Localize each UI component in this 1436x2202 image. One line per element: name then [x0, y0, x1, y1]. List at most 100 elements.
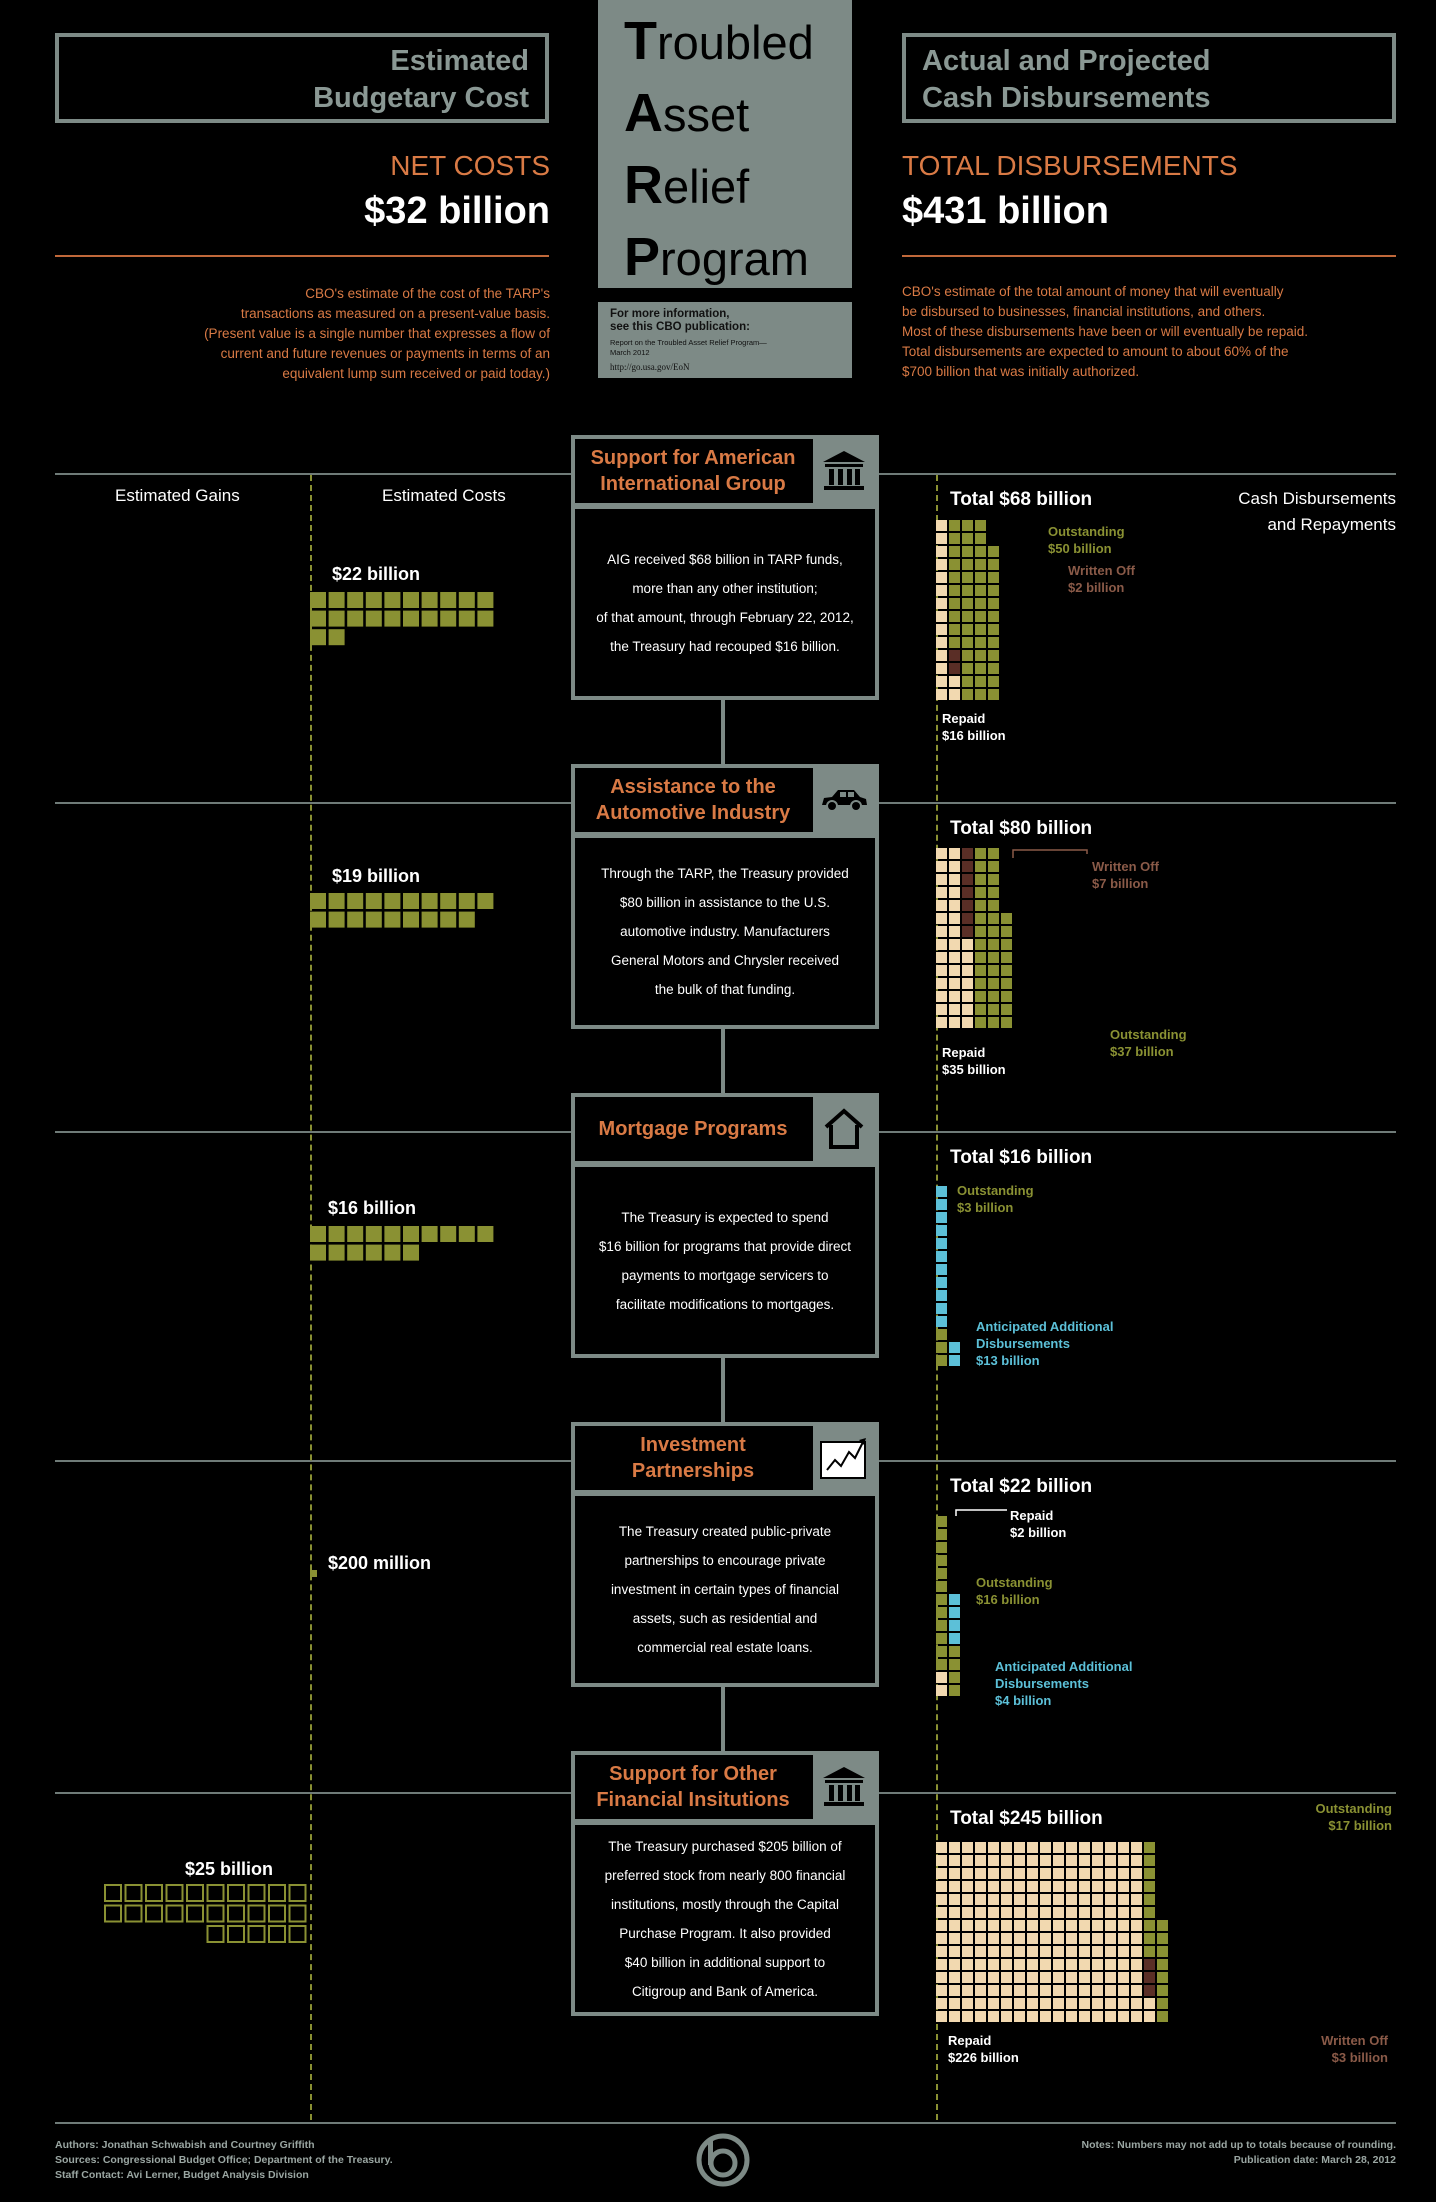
- unit-repaid: [1079, 1985, 1090, 1996]
- unit-outstanding: [988, 598, 999, 609]
- unit-outstanding: [988, 1017, 999, 1028]
- unit-outstanding: [975, 913, 986, 924]
- unit-repaid: [1118, 1946, 1129, 1957]
- total-disbursements-description: CBO's estimate of the total amount of mo…: [902, 284, 1308, 379]
- footer-credits: Authors: Jonathan Schwabish and Courtney…: [55, 2138, 393, 2183]
- unit-repaid: [1027, 1959, 1038, 1970]
- unit-outstanding: [988, 900, 999, 911]
- unit-outstanding: [936, 1646, 947, 1657]
- unit-repaid: [1040, 1855, 1051, 1866]
- unit-repaid: [1014, 2011, 1025, 2022]
- cost-square: [365, 592, 382, 608]
- unit-repaid: [936, 650, 947, 661]
- unit-repaid: [988, 1998, 999, 2009]
- footer-authors: Authors: Jonathan Schwabish and Courtney…: [55, 2139, 315, 2151]
- label-outstanding-auto: Outstanding $37 billion: [1110, 1027, 1187, 1059]
- unit-outstanding: [936, 1568, 947, 1579]
- unit-repaid: [1040, 1933, 1051, 1944]
- pub-url[interactable]: http://go.usa.gov/EoN: [610, 362, 690, 372]
- cost-grid-auto: [310, 893, 494, 928]
- cost-square: [384, 911, 401, 928]
- unit-repaid: [1066, 1946, 1077, 1957]
- unit-repaid: [962, 1920, 973, 1931]
- unit-repaid: [1131, 1933, 1142, 1944]
- unit-repaid: [1118, 1985, 1129, 1996]
- cost-square: [124, 1904, 143, 1923]
- unit-repaid: [936, 689, 947, 700]
- unit-outstanding: [949, 598, 960, 609]
- cost-square: [328, 629, 345, 646]
- cost-grid-aig: [310, 592, 494, 646]
- unit-repaid: [936, 663, 947, 674]
- unit-written-off: [962, 848, 973, 859]
- unit-repaid: [936, 585, 947, 596]
- unit-outstanding: [1157, 1946, 1168, 1957]
- unit-anticipated-additional-disbursements: [936, 1303, 947, 1314]
- section-body-investment: The Treasury created public-private partn…: [571, 1492, 879, 1687]
- unit-repaid: [1066, 1920, 1077, 1931]
- unit-repaid: [1118, 1933, 1129, 1944]
- unit-outstanding: [975, 991, 986, 1002]
- unit-repaid: [936, 2011, 947, 2022]
- unit-repaid: [1053, 1985, 1064, 1996]
- cost-square: [458, 1226, 475, 1242]
- unit-repaid: [936, 1004, 947, 1015]
- budgetary-cost-line2: Budgetary Cost: [313, 82, 529, 114]
- unit-outstanding: [988, 965, 999, 976]
- unit-repaid: [1079, 1998, 1090, 2009]
- label-written-off-aig: Written Off $2 billion: [1068, 563, 1135, 595]
- total-other-financial: Total $245 billion: [950, 1808, 1103, 1829]
- cost-square: [440, 911, 457, 928]
- unit-anticipated-additional-disbursements: [949, 1607, 960, 1618]
- total-disbursements-rule: [902, 255, 1396, 257]
- cost-square: [310, 592, 326, 608]
- unit-repaid: [1014, 1855, 1025, 1866]
- unit-repaid: [1118, 1881, 1129, 1892]
- unit-repaid: [949, 1894, 960, 1905]
- unit-repaid: [936, 1685, 947, 1696]
- unit-repaid: [1092, 2011, 1103, 2022]
- unit-repaid: [1118, 1842, 1129, 1853]
- unit-written-off: [962, 874, 973, 885]
- label-outstanding-mortgage: Outstanding $3 billion: [957, 1183, 1034, 1215]
- cost-square: [104, 1904, 122, 1923]
- unit-repaid: [949, 1959, 960, 1970]
- unit-repaid: [975, 1894, 986, 1905]
- unit-outstanding: [962, 676, 973, 687]
- cost-square: [347, 1226, 364, 1242]
- unit-anticipated-additional-disbursements: [936, 1199, 947, 1210]
- unit-anticipated-additional-disbursements: [936, 1277, 947, 1288]
- unit-repaid: [936, 861, 947, 872]
- unit-outstanding: [949, 559, 960, 570]
- unit-repaid: [949, 1855, 960, 1866]
- unit-repaid: [1027, 1868, 1038, 1879]
- unit-repaid: [1131, 1842, 1142, 1853]
- unit-repaid: [988, 1959, 999, 1970]
- cost-square: [421, 610, 438, 627]
- unit-outstanding: [988, 611, 999, 622]
- unit-repaid: [1105, 1959, 1116, 1970]
- unit-outstanding: [975, 952, 986, 963]
- footer-pubdate: Publication date: March 28, 2012: [1233, 2154, 1396, 2166]
- unit-repaid: [962, 1855, 973, 1866]
- unit-outstanding: [975, 520, 986, 531]
- unit-repaid: [936, 926, 947, 937]
- unit-anticipated-additional-disbursements: [949, 1594, 960, 1605]
- unit-outstanding: [975, 861, 986, 872]
- unit-anticipated-additional-disbursements: [936, 1212, 947, 1223]
- unit-repaid: [988, 1972, 999, 1983]
- unit-repaid: [988, 1868, 999, 1879]
- connector-1: [721, 698, 725, 766]
- cost-label-investment: $200 million: [328, 1553, 432, 1573]
- unit-outstanding: [988, 978, 999, 989]
- unit-written-off: [1144, 1985, 1155, 1996]
- net-costs-value: $32 billion: [364, 190, 550, 232]
- unit-outstanding: [1001, 991, 1012, 1002]
- unit-repaid: [1092, 1959, 1103, 1970]
- unit-repaid: [1092, 1985, 1103, 1996]
- cost-square: [288, 1884, 307, 1902]
- cost-square: [403, 911, 419, 928]
- unit-repaid: [1001, 1933, 1012, 1944]
- unit-repaid: [936, 598, 947, 609]
- cost-square: [145, 1884, 163, 1902]
